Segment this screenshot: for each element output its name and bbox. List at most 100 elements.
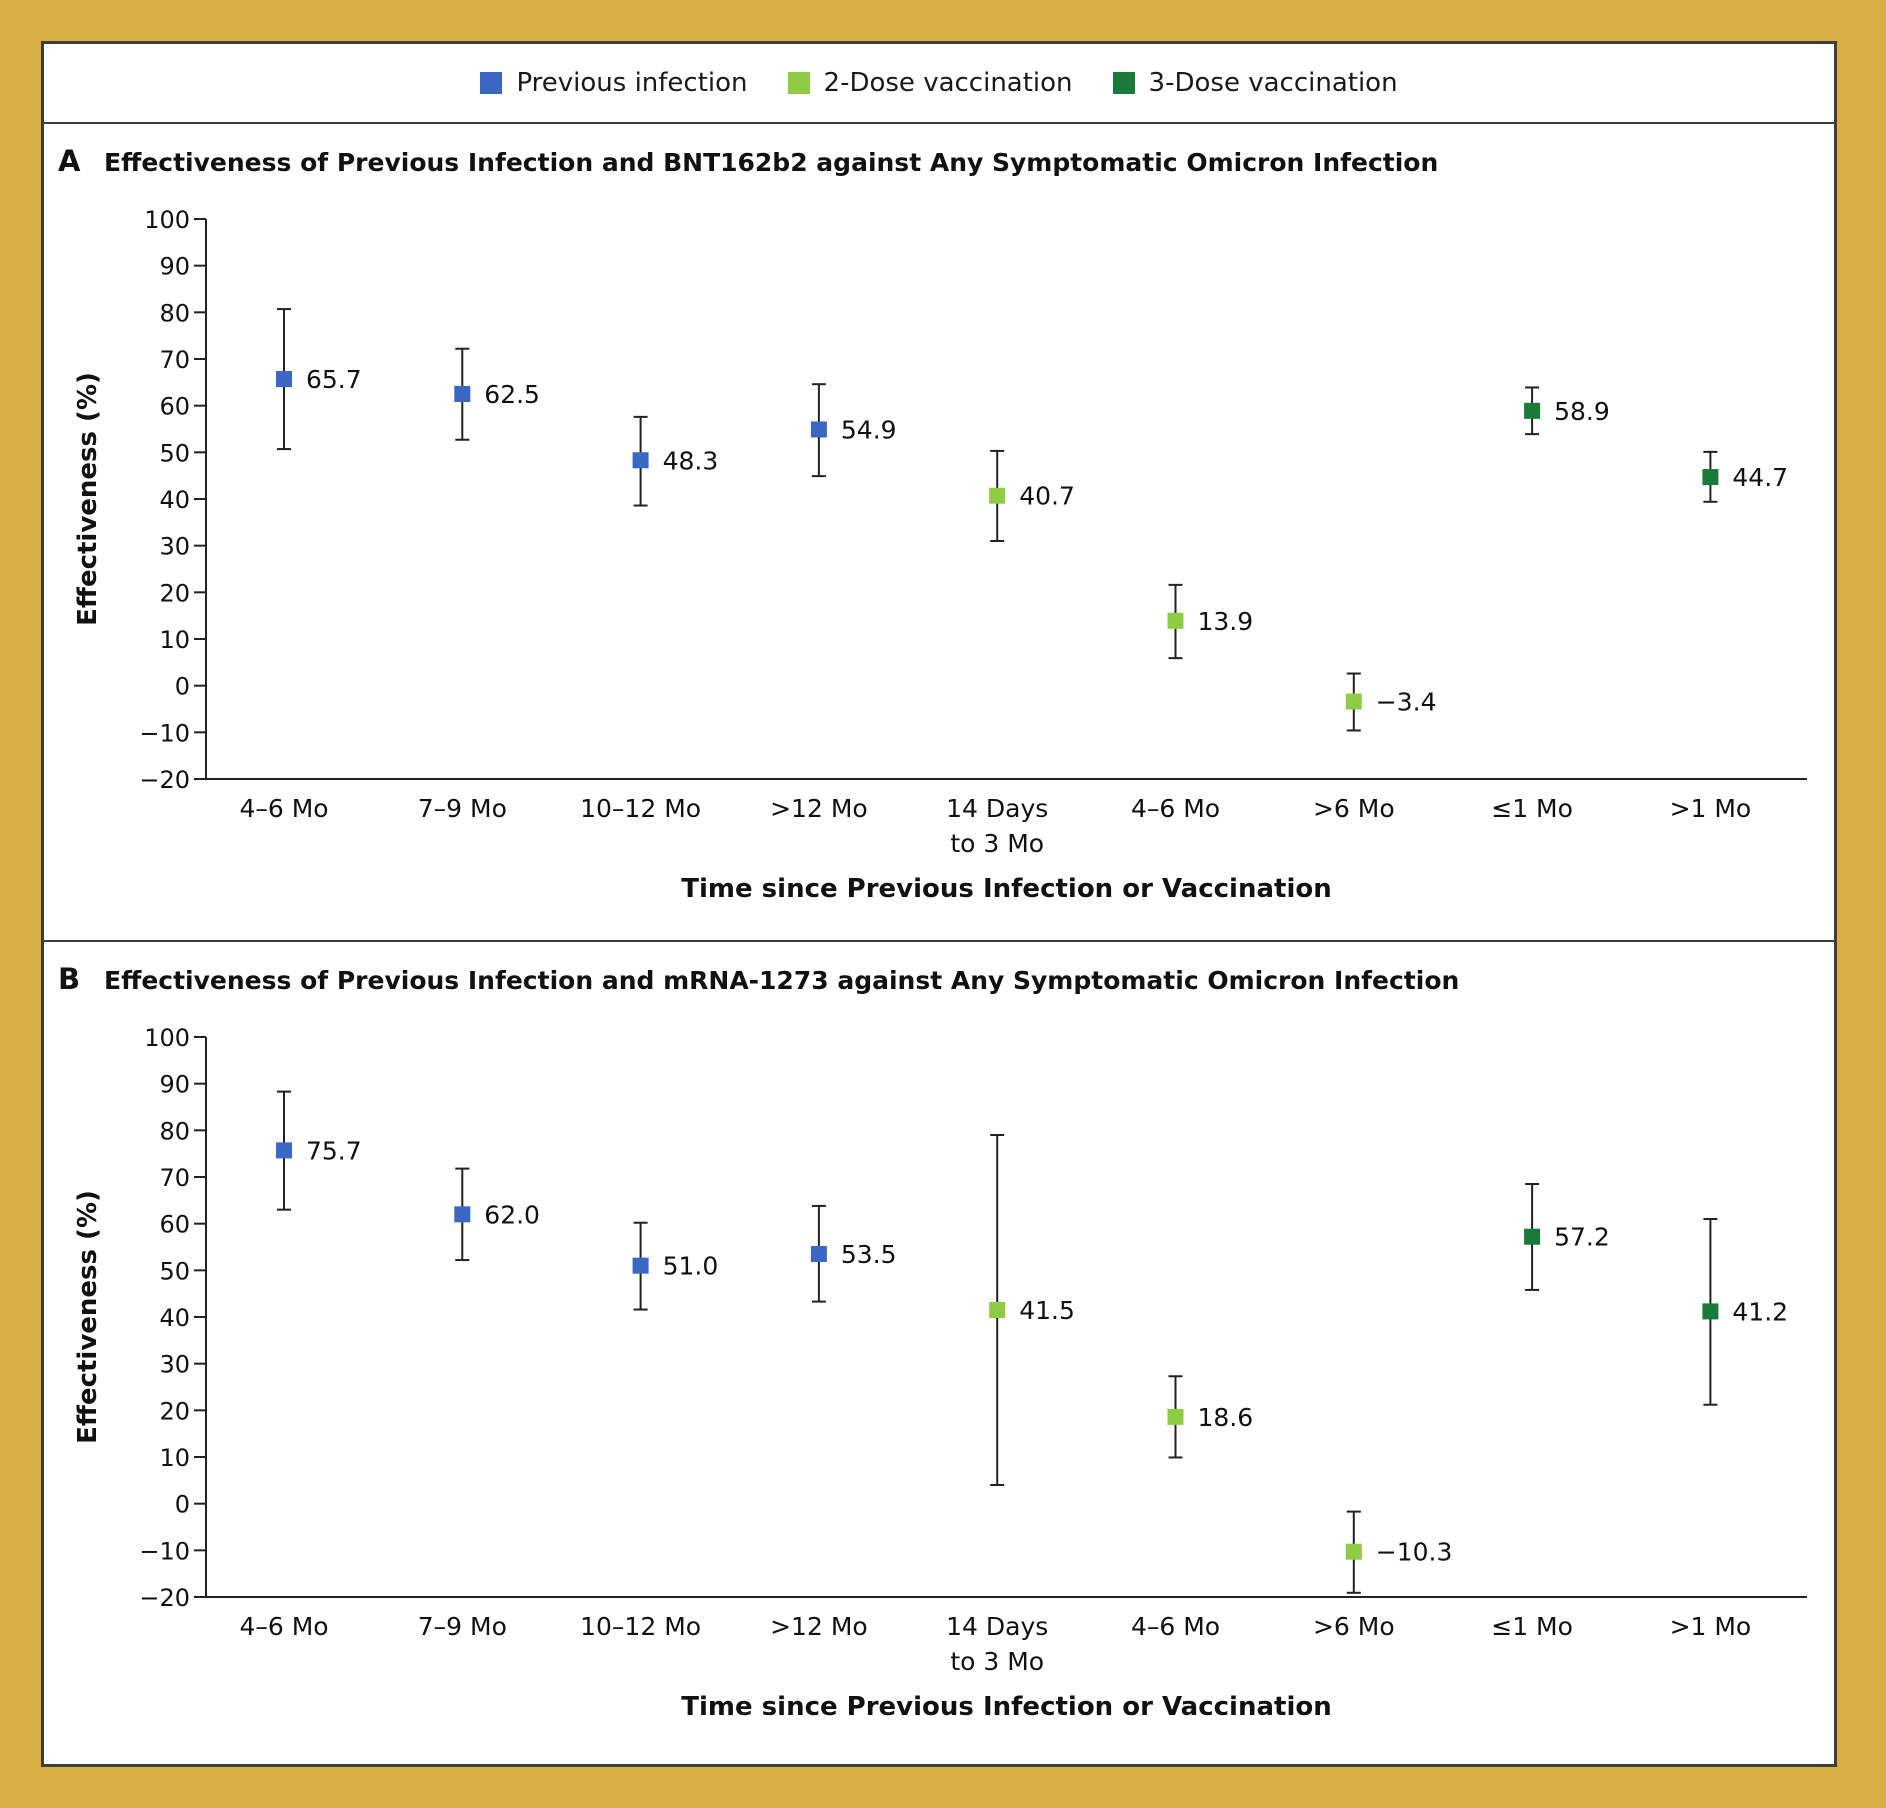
data-point-group: 62.5 [454,347,540,441]
legend: Previous infection 2-Dose vaccination 3-… [44,44,1834,124]
data-label: 58.9 [1554,397,1610,426]
data-label: 65.7 [306,365,362,394]
y-tick-label: 60 [159,393,190,421]
x-axis-label: Time since Previous Infection or Vaccina… [681,874,1331,904]
legend-swatch-2-dose [787,72,810,94]
x-tick-label: 10–12 Mo [580,794,701,823]
chart-panel-b: B Effectiveness of Previous Infection and… [58,962,1807,1722]
legend-item-previous-infection: Previous infection [480,68,748,98]
y-tick-label: 80 [159,1117,190,1145]
data-point-marker [276,1142,292,1159]
figure-frame: Previous infection 2-Dose vaccination 3-… [41,41,1837,1767]
data-point-marker [1702,469,1719,486]
legend-label: Previous infection [516,68,748,98]
y-tick-label: −10 [139,1537,190,1565]
chart-panel-a: A Effectiveness of Previous Infection and… [58,144,1807,904]
data-label: 54.9 [841,415,897,444]
x-tick-label: 4–6 Mo [1131,1612,1220,1641]
x-tick-label: >1 Mo [1670,794,1752,823]
data-point-marker [1524,402,1541,419]
y-tick-label: 30 [159,1351,190,1379]
data-point-group: 18.6 [1167,1375,1254,1459]
x-tick-label: >6 Mo [1313,1612,1395,1641]
x-tick-label: 4–6 Mo [1131,794,1220,823]
data-point-marker [632,1257,649,1274]
data-point-marker [989,487,1006,504]
data-label: 41.5 [1019,1296,1075,1325]
data-point-group: 44.7 [1702,450,1788,503]
data-point-group: 65.7 [276,308,362,451]
y-axis-label: Effectiveness (%) [73,1190,103,1444]
y-tick-label: 60 [159,1211,190,1239]
y-tick-label: 90 [159,253,190,281]
x-tick-label: 10–12 Mo [580,1612,701,1641]
data-point-marker [276,371,292,388]
data-point-group: 62.0 [454,1167,540,1262]
x-axis-label: Time since Previous Infection or Vaccina… [681,1692,1331,1722]
data-point-group: 48.3 [632,415,718,507]
y-tick-label: 30 [159,533,190,561]
data-label: −10.3 [1376,1538,1453,1567]
data-label: 51.0 [663,1252,719,1281]
y-tick-label: 40 [159,1304,190,1332]
panel-divider [44,940,1834,942]
data-point-group: 41.2 [1702,1218,1788,1406]
data-point-group: 13.9 [1167,583,1253,660]
data-point-marker [1167,612,1184,629]
data-point-marker [989,1302,1006,1318]
data-point-group: 41.5 [989,1134,1075,1486]
data-point-group: 51.0 [632,1221,719,1311]
x-tick-label: 14 Days [946,1612,1048,1641]
data-point-group: 58.9 [1524,386,1610,436]
legend-item-3-dose: 3-Dose vaccination [1112,68,1398,98]
data-point-group: 53.5 [810,1204,897,1303]
legend-label: 2-Dose vaccination [823,68,1073,98]
data-label: −3.4 [1376,688,1437,717]
data-label: 75.7 [306,1136,362,1165]
data-label: 57.2 [1554,1223,1610,1252]
panel-letter: A [58,144,81,178]
x-tick-label: 7–9 Mo [418,794,507,823]
data-point-marker [632,452,649,469]
data-point-marker [454,1206,471,1223]
data-point-marker [1345,693,1362,710]
x-tick-label: ≤1 Mo [1491,1612,1573,1641]
data-label: 18.6 [1198,1403,1254,1432]
data-point-marker [1524,1228,1541,1245]
data-point-group: 57.2 [1524,1183,1610,1291]
data-label: 41.2 [1732,1297,1788,1326]
x-tick-label: 14 Days [946,794,1048,823]
data-point-marker [1702,1303,1719,1320]
data-point-group: −10.3 [1345,1510,1453,1594]
legend-swatch-previous-infection [480,72,503,94]
panel-title: Effectiveness of Previous Infection and … [104,966,1459,995]
data-point-group: 54.9 [810,383,897,478]
legend-label: 3-Dose vaccination [1148,68,1398,98]
y-tick-label: 80 [159,299,190,327]
y-tick-label: 20 [159,579,190,607]
y-tick-label: 20 [159,1397,190,1425]
data-label: 62.5 [484,380,540,409]
y-tick-label: −10 [139,719,190,747]
y-tick-label: 0 [175,1491,190,1519]
y-tick-label: 40 [159,486,190,514]
y-tick-label: −20 [139,766,190,794]
data-point-marker [810,421,827,438]
x-tick-label: ≤1 Mo [1491,794,1573,823]
y-tick-label: −20 [139,1584,190,1612]
y-tick-label: 70 [159,1164,190,1192]
y-tick-label: 70 [159,346,190,374]
y-tick-label: 100 [144,206,190,234]
x-tick-label: >6 Mo [1313,794,1395,823]
y-tick-label: 10 [159,1444,190,1472]
y-tick-label: 50 [159,1257,190,1285]
data-label: 40.7 [1019,482,1075,511]
x-tick-label: 4–6 Mo [239,794,328,823]
x-tick-label: to 3 Mo [950,829,1044,858]
data-point-group: 75.7 [276,1090,362,1211]
data-label: 53.5 [841,1240,897,1269]
data-label: 62.0 [484,1200,540,1229]
data-point-marker [454,386,471,402]
legend-swatch-3-dose [1112,72,1135,94]
x-tick-label: >1 Mo [1670,1612,1752,1641]
